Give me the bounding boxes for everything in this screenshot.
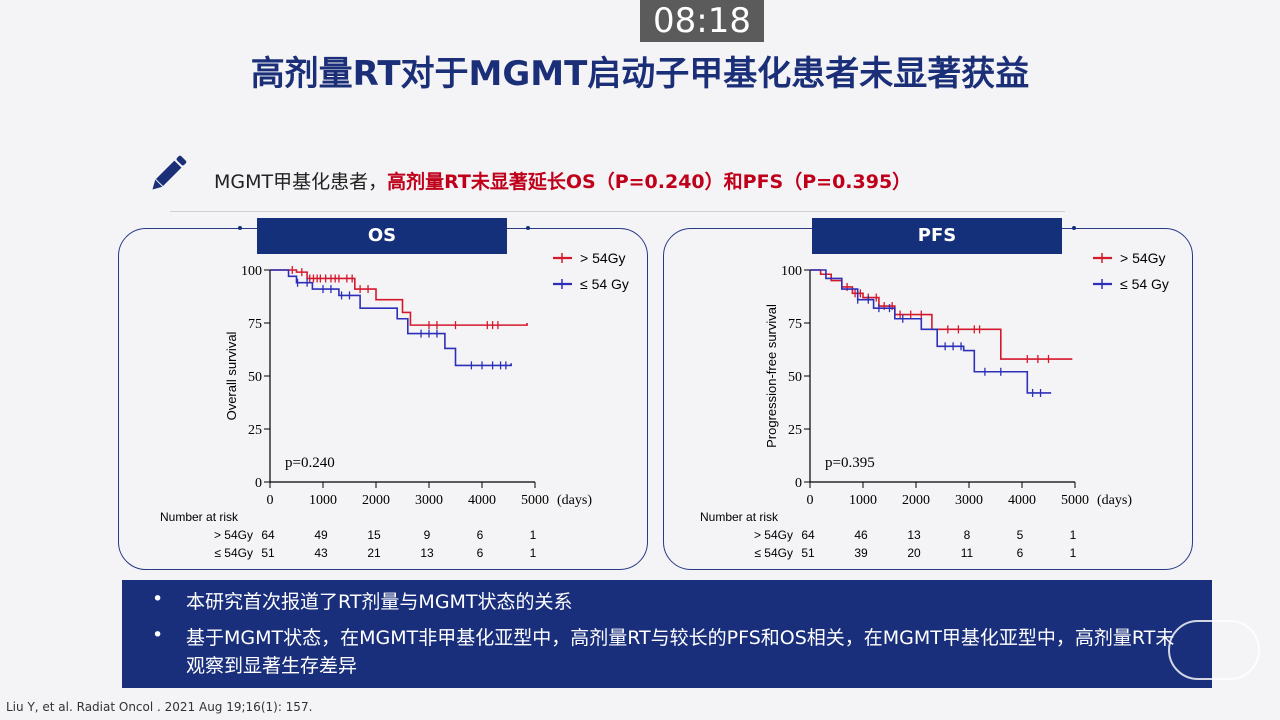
frame-dot [238, 226, 242, 230]
bullet-text: 基于MGMT状态，在MGMT非甲基化亚型中，高剂量RT与较长的PFS和OS相关，… [186, 627, 1175, 677]
risk-count: 1 [530, 528, 537, 542]
risk-count: 13 [420, 546, 434, 560]
legend-label: ≤ 54 Gy [1120, 276, 1169, 292]
risk-row-label: > 54Gy [214, 528, 253, 542]
risk-count: 51 [801, 546, 815, 560]
legend-label: > 54Gy [580, 250, 626, 266]
y-tick-label: 50 [248, 370, 262, 385]
x-tick-label: 5000 [521, 493, 549, 508]
risk-table-title: Number at risk [700, 510, 779, 524]
risk-count: 46 [854, 528, 868, 542]
bullet-item: • 本研究首次报道了RT剂量与MGMT状态的关系 [152, 588, 1212, 616]
bullet-dot: • [152, 624, 164, 646]
y-tick-label: 50 [788, 370, 802, 385]
legend-label: > 54Gy [1120, 250, 1166, 266]
risk-count: 13 [907, 528, 921, 542]
risk-count: 5 [1017, 528, 1024, 542]
bullet-dot: • [152, 588, 164, 610]
risk-count: 20 [907, 546, 921, 560]
series-line-high-dose [270, 269, 528, 326]
slide-title: 高剂量RT对于MGMT启动子甲基化患者未显著获益 [250, 54, 1030, 94]
y-axis-label: Progression-free survival [764, 304, 779, 448]
x-tick-label: 4000 [468, 493, 496, 508]
watermark-logo [1168, 620, 1260, 680]
x-tick-label: 0 [807, 493, 814, 508]
citation: Liu Y, et al. Radiat Oncol . 2021 Aug 19… [6, 700, 313, 714]
key-findings-box: • 本研究首次报道了RT剂量与MGMT状态的关系 • 基于MGMT状态，在MGM… [122, 580, 1212, 688]
x-tick-label: 1000 [309, 493, 337, 508]
y-tick-label: 75 [248, 317, 262, 332]
pen-icon [152, 155, 187, 190]
x-tick-label: 3000 [955, 493, 983, 508]
risk-count: 15 [367, 528, 381, 542]
frame-dot [526, 226, 530, 230]
risk-row-label: ≤ 54Gy [214, 546, 253, 560]
risk-row-label: ≤ 54Gy [754, 546, 793, 560]
y-tick-label: 0 [795, 476, 802, 491]
risk-count: 43 [314, 546, 328, 560]
y-tick-label: 100 [241, 264, 262, 279]
risk-count: 51 [261, 546, 275, 560]
y-tick-label: 25 [248, 423, 262, 438]
x-tick-label: 5000 [1061, 493, 1089, 508]
risk-count: 64 [261, 528, 275, 542]
legend-label: ≤ 54 Gy [580, 276, 629, 292]
series-line-low-dose [270, 269, 512, 367]
x-tick-label: 2000 [362, 493, 390, 508]
risk-count: 1 [530, 546, 537, 560]
y-tick-label: 25 [788, 423, 802, 438]
risk-row-label: > 54Gy [754, 528, 793, 542]
y-tick-label: 75 [788, 317, 802, 332]
bullet-item: • 基于MGMT状态，在MGMT非甲基化亚型中，高剂量RT与较长的PFS和OS相… [152, 624, 1212, 680]
os-panel-title: OS [257, 218, 507, 254]
risk-count: 6 [477, 528, 484, 542]
risk-count: 11 [961, 546, 974, 560]
summary-prefix: MGMT甲基化患者， [214, 171, 388, 193]
y-tick-label: 0 [255, 476, 262, 491]
x-tick-label: 3000 [415, 493, 443, 508]
x-axis-label: (days) [1097, 493, 1132, 508]
pfs-panel-title: PFS [812, 218, 1062, 254]
series-line-high-dose [810, 269, 1073, 360]
x-tick-label: 0 [267, 493, 274, 508]
y-axis-label: Overall survival [224, 331, 239, 420]
risk-count: 9 [424, 528, 431, 542]
frame-dot [1072, 226, 1076, 230]
p-value-label: p=0.395 [825, 455, 875, 471]
risk-count: 39 [854, 546, 868, 560]
risk-count: 64 [801, 528, 815, 542]
timer-display: 08:18 [640, 0, 764, 42]
x-axis-label: (days) [557, 493, 592, 508]
x-tick-label: 1000 [849, 493, 877, 508]
x-tick-label: 4000 [1008, 493, 1036, 508]
risk-count: 49 [314, 528, 328, 542]
divider [170, 211, 1065, 212]
summary-line: MGMT甲基化患者，高剂量RT未显著延长OS（P=0.240）和PFS（P=0.… [214, 167, 911, 194]
p-value-label: p=0.240 [285, 455, 335, 471]
risk-count: 6 [1017, 546, 1024, 560]
series-line-low-dose [810, 269, 1052, 394]
risk-count: 6 [477, 546, 484, 560]
risk-count: 21 [367, 546, 381, 560]
risk-count: 1 [1070, 546, 1077, 560]
risk-count: 8 [964, 528, 971, 542]
y-tick-label: 100 [781, 264, 802, 279]
summary-highlight: 高剂量RT未显著延长OS（P=0.240）和PFS（P=0.395） [387, 171, 912, 193]
bullet-text: 本研究首次报道了RT剂量与MGMT状态的关系 [186, 591, 573, 613]
risk-count: 1 [1070, 528, 1077, 542]
x-tick-label: 2000 [902, 493, 930, 508]
risk-table-title: Number at risk [160, 510, 239, 524]
